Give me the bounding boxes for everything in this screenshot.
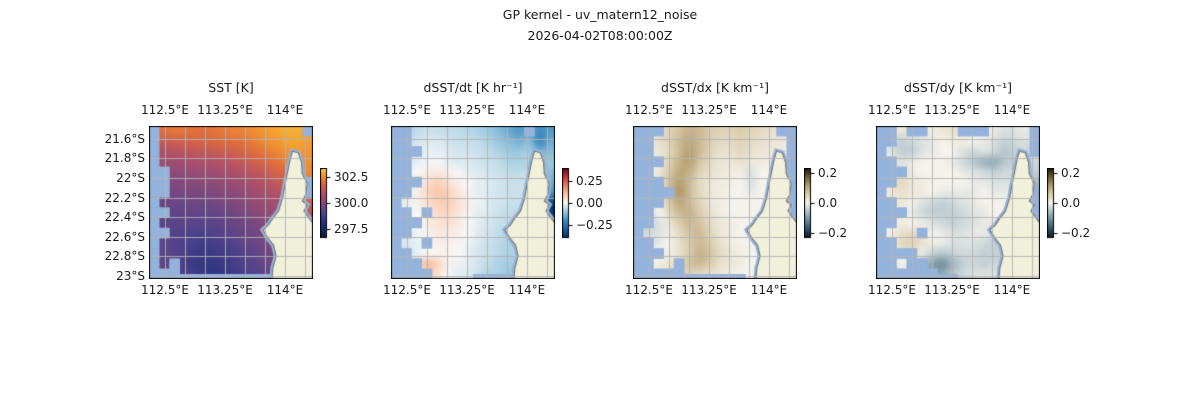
x-ticks-top: 112.5°E 113.25°E 114°E: [868, 103, 1040, 118]
colorbar-tick-label: −0.2: [1061, 226, 1091, 241]
colorbar-tick-label: 0.2: [1061, 165, 1081, 180]
panel-dsst-dt: dSST/dt [K hr⁻¹] 112.5°E 113.25°E 114°E 11…: [383, 0, 613, 400]
x-ticks-top: 112.5°E 113.25°E 114°E: [625, 103, 797, 118]
x-tick-label: 113.25°E: [681, 103, 737, 117]
x-tick-label: 112.5°E: [625, 283, 673, 297]
x-ticks-bottom: 112.5°E 113.25°E 114°E: [625, 283, 797, 298]
x-ticks-top: 112.5°E 113.25°E 114°E: [383, 103, 555, 118]
map-canvas-sst: [149, 126, 313, 279]
y-tick-label: 22.4°S: [104, 210, 145, 225]
panel-title-sst: SST [K]: [208, 80, 254, 95]
x-ticks-bottom: 112.5°E 113.25°E 114°E: [141, 283, 313, 298]
colorbar-gradient: [562, 168, 573, 239]
y-ticks: 21.6°S 21.8°S 22°S 22.2°S 22.4°S 22.6°S 22.8°S…: [91, 126, 145, 283]
colorbar-tick-label: 0.0: [1061, 196, 1081, 210]
colorbar-tick-label: 0.2: [818, 165, 838, 180]
x-tick-label: 112.5°E: [141, 283, 189, 297]
x-tick-label: 114°E: [266, 283, 304, 297]
panel-sst: SST [K] 112.5°E 113.25°E 114°E 112.5°E 113.…: [105, 0, 369, 400]
x-tick-label: 114°E: [993, 103, 1031, 117]
colorbar-gradient: [320, 168, 331, 239]
y-tick-label: 21.8°S: [104, 151, 145, 166]
map-canvas-dsst-dy: [876, 126, 1040, 279]
colorbar-tick-label: 0.0: [818, 196, 838, 210]
x-tick-label: 113.25°E: [439, 103, 495, 117]
colorbar-tick-label: 297.5: [334, 221, 369, 236]
map-canvas-dsst-dt: [391, 126, 555, 279]
y-tick-label: 22.8°S: [104, 249, 145, 264]
y-tick-label: 21.6°S: [104, 131, 145, 146]
x-tick-label: 112.5°E: [625, 103, 673, 117]
x-tick-label: 114°E: [508, 103, 546, 117]
x-ticks-bottom: 112.5°E 113.25°E 114°E: [383, 283, 555, 298]
x-ticks-top: 112.5°E 113.25°E 114°E: [141, 103, 313, 118]
colorbar-tick-label: 302.5: [334, 170, 369, 185]
y-tick-label: 23°S: [116, 269, 145, 284]
x-tick-label: 112.5°E: [868, 283, 916, 297]
x-tick-label: 112.5°E: [141, 103, 189, 117]
x-tick-label: 112.5°E: [868, 103, 916, 117]
x-tick-label: 113.25°E: [197, 103, 253, 117]
map-canvas-dsst-dx: [633, 126, 797, 279]
x-tick-label: 113.25°E: [924, 283, 980, 297]
x-tick-label: 114°E: [508, 283, 546, 297]
x-tick-label: 114°E: [750, 283, 788, 297]
x-tick-label: 113.25°E: [197, 283, 253, 297]
x-tick-label: 113.25°E: [924, 103, 980, 117]
x-tick-label: 114°E: [750, 103, 788, 117]
panel-title-dsst-dt: dSST/dt [K hr⁻¹]: [423, 80, 523, 95]
x-ticks-bottom: 112.5°E 113.25°E 114°E: [868, 283, 1040, 298]
x-tick-label: 113.25°E: [439, 283, 495, 297]
y-tick-label: 22°S: [116, 170, 145, 185]
colorbar-tick-label: 0.25: [576, 174, 603, 189]
colorbar-gradient: [804, 168, 815, 239]
panel-title-dsst-dy: dSST/dy [K km⁻¹]: [904, 80, 1012, 95]
colorbar-tick-label: 0.00: [576, 196, 603, 210]
x-tick-label: 112.5°E: [383, 103, 431, 117]
colorbar-gradient: [1047, 168, 1058, 239]
figure-title: GP kernel - uv_matern12_noise: [502, 7, 698, 22]
panel-dsst-dx: dSST/dx [K km⁻¹] 112.5°E 113.25°E 114°E 11…: [625, 0, 847, 400]
colorbar-tick-label: −0.25: [576, 217, 613, 232]
y-tick-label: 22.6°S: [104, 229, 145, 244]
panel-dsst-dy: dSST/dy [K km⁻¹] 112.5°E 113.25°E 114°E 11…: [868, 0, 1090, 400]
colorbar-tick-label: −0.2: [818, 226, 848, 241]
y-tick-label: 22.2°S: [104, 190, 145, 205]
x-tick-label: 114°E: [266, 103, 304, 117]
colorbar-tick-label: 300.0: [334, 196, 369, 210]
figure-subtitle: 2026-04-02T08:00:00Z: [527, 28, 673, 43]
x-tick-label: 113.25°E: [681, 283, 737, 297]
x-tick-label: 112.5°E: [383, 283, 431, 297]
panel-title-dsst-dx: dSST/dx [K km⁻¹]: [661, 80, 769, 95]
x-tick-label: 114°E: [993, 283, 1031, 297]
